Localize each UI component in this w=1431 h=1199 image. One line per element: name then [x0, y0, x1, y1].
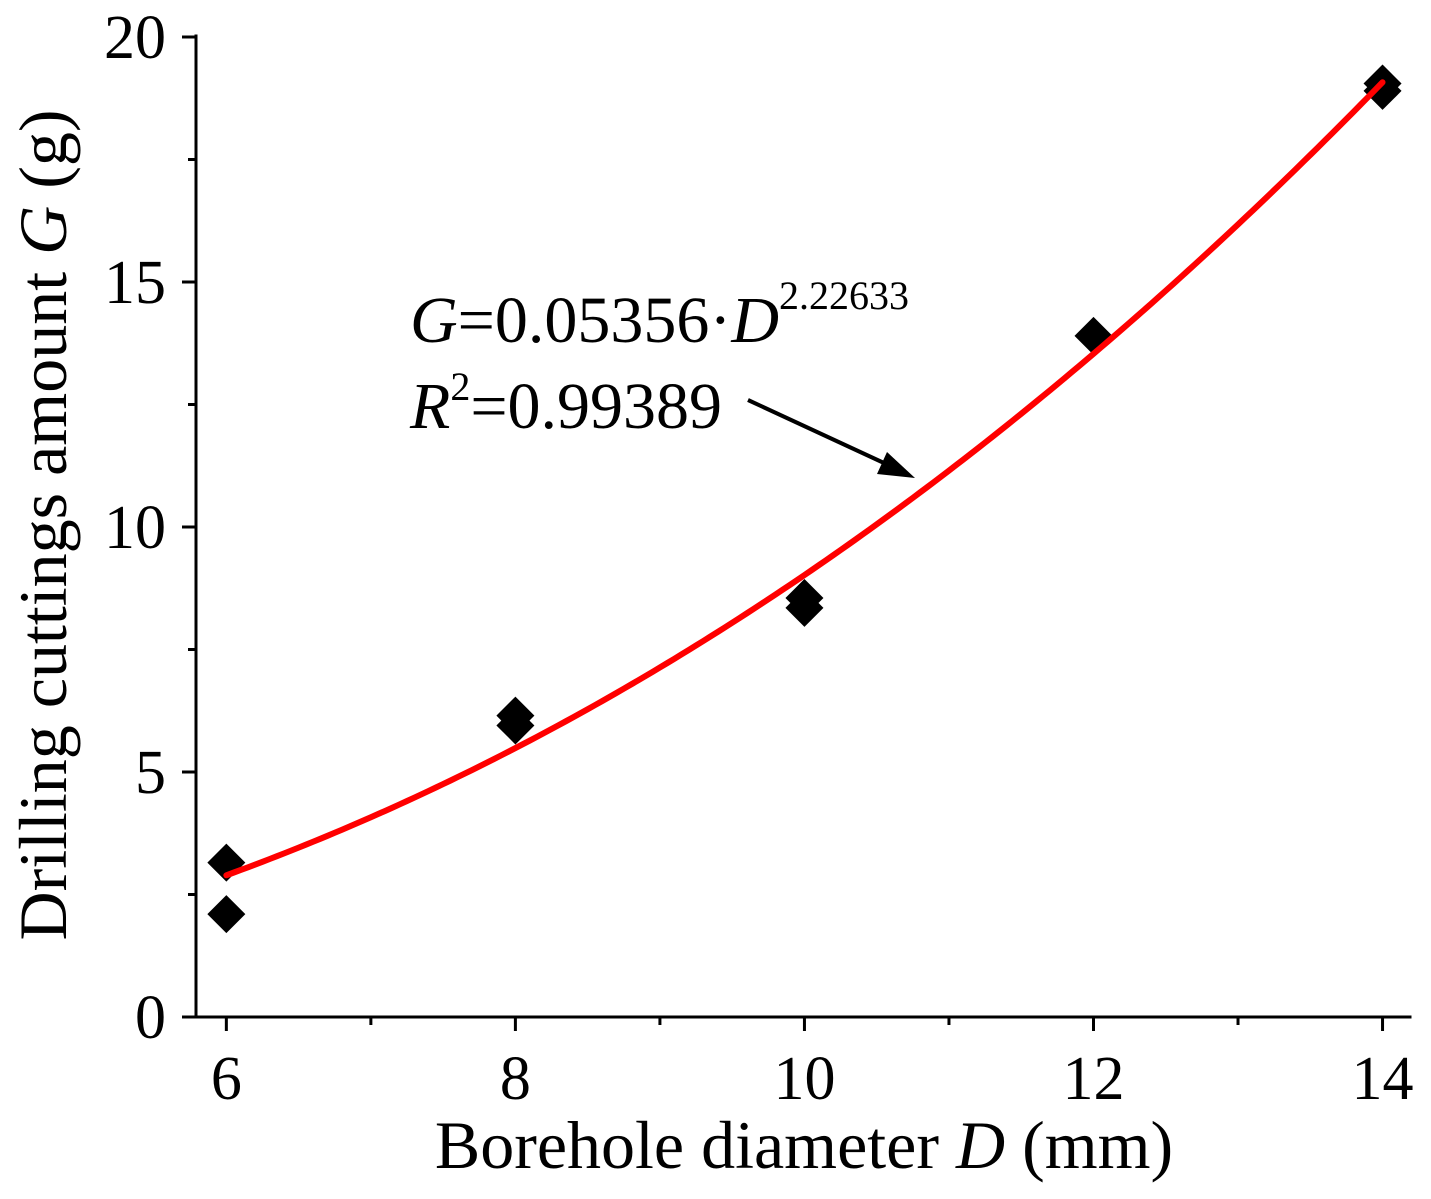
fit-annotation: G=0.05356·D2.22633 R2=0.99389 [409, 273, 915, 478]
equation-exponent: 2.22633 [779, 273, 909, 318]
x-tick-label: 12 [1062, 1045, 1124, 1113]
x-axis-label-unit: (mm) [1005, 1107, 1173, 1183]
equation-variable: D [730, 284, 779, 357]
x-tick-label: 8 [500, 1045, 531, 1113]
x-tick-label: 10 [773, 1045, 835, 1113]
x-axis-label-text: Borehole diameter [435, 1107, 956, 1183]
axes [194, 34, 1412, 1019]
arrow-head [877, 452, 915, 478]
fit-curve [223, 79, 1386, 879]
equation-coefficient: =0.05356· [458, 284, 732, 357]
r-squared: R2=0.99389 [409, 364, 722, 443]
y-tick-label: 10 [104, 494, 166, 562]
data-points [207, 64, 1402, 934]
r-squared-value: =0.99389 [470, 370, 722, 443]
x-axis-label-variable: D [955, 1107, 1005, 1183]
x-axis-label: Borehole diameter D (mm) [435, 1107, 1173, 1183]
y-tick-label: 20 [104, 4, 166, 72]
data-point-diamond [1074, 316, 1113, 355]
equation-lhs: G [410, 284, 458, 357]
axis-tick-labels: 6 8 10 12 14 0 5 10 15 20 [104, 4, 1414, 1113]
y-tick-label: 5 [135, 739, 166, 807]
r-squared-superscript: 2 [450, 364, 470, 409]
x-tick-label: 6 [211, 1045, 242, 1113]
arrow-shaft [747, 398, 885, 465]
fit-equation: G=0.05356·D2.22633 [410, 273, 909, 357]
y-axis-label-unit: (g) [5, 109, 81, 205]
y-axis-label: Drilling cuttings amount G (g) [5, 109, 81, 940]
y-axis-label-variable: G [5, 206, 81, 255]
annotation-arrow [747, 398, 915, 478]
y-axis-label-text: Drilling cuttings amount [5, 255, 81, 941]
x-tick-label: 14 [1352, 1045, 1414, 1113]
y-tick-label: 0 [135, 984, 166, 1052]
data-point-diamond [207, 895, 246, 934]
data-point-diamond [1363, 71, 1402, 110]
data-point-diamond [496, 706, 535, 745]
y-tick-label: 15 [104, 249, 166, 317]
r-squared-symbol: R [409, 370, 450, 443]
data-point-diamond [785, 588, 824, 627]
axis-ticks [182, 35, 1385, 1031]
